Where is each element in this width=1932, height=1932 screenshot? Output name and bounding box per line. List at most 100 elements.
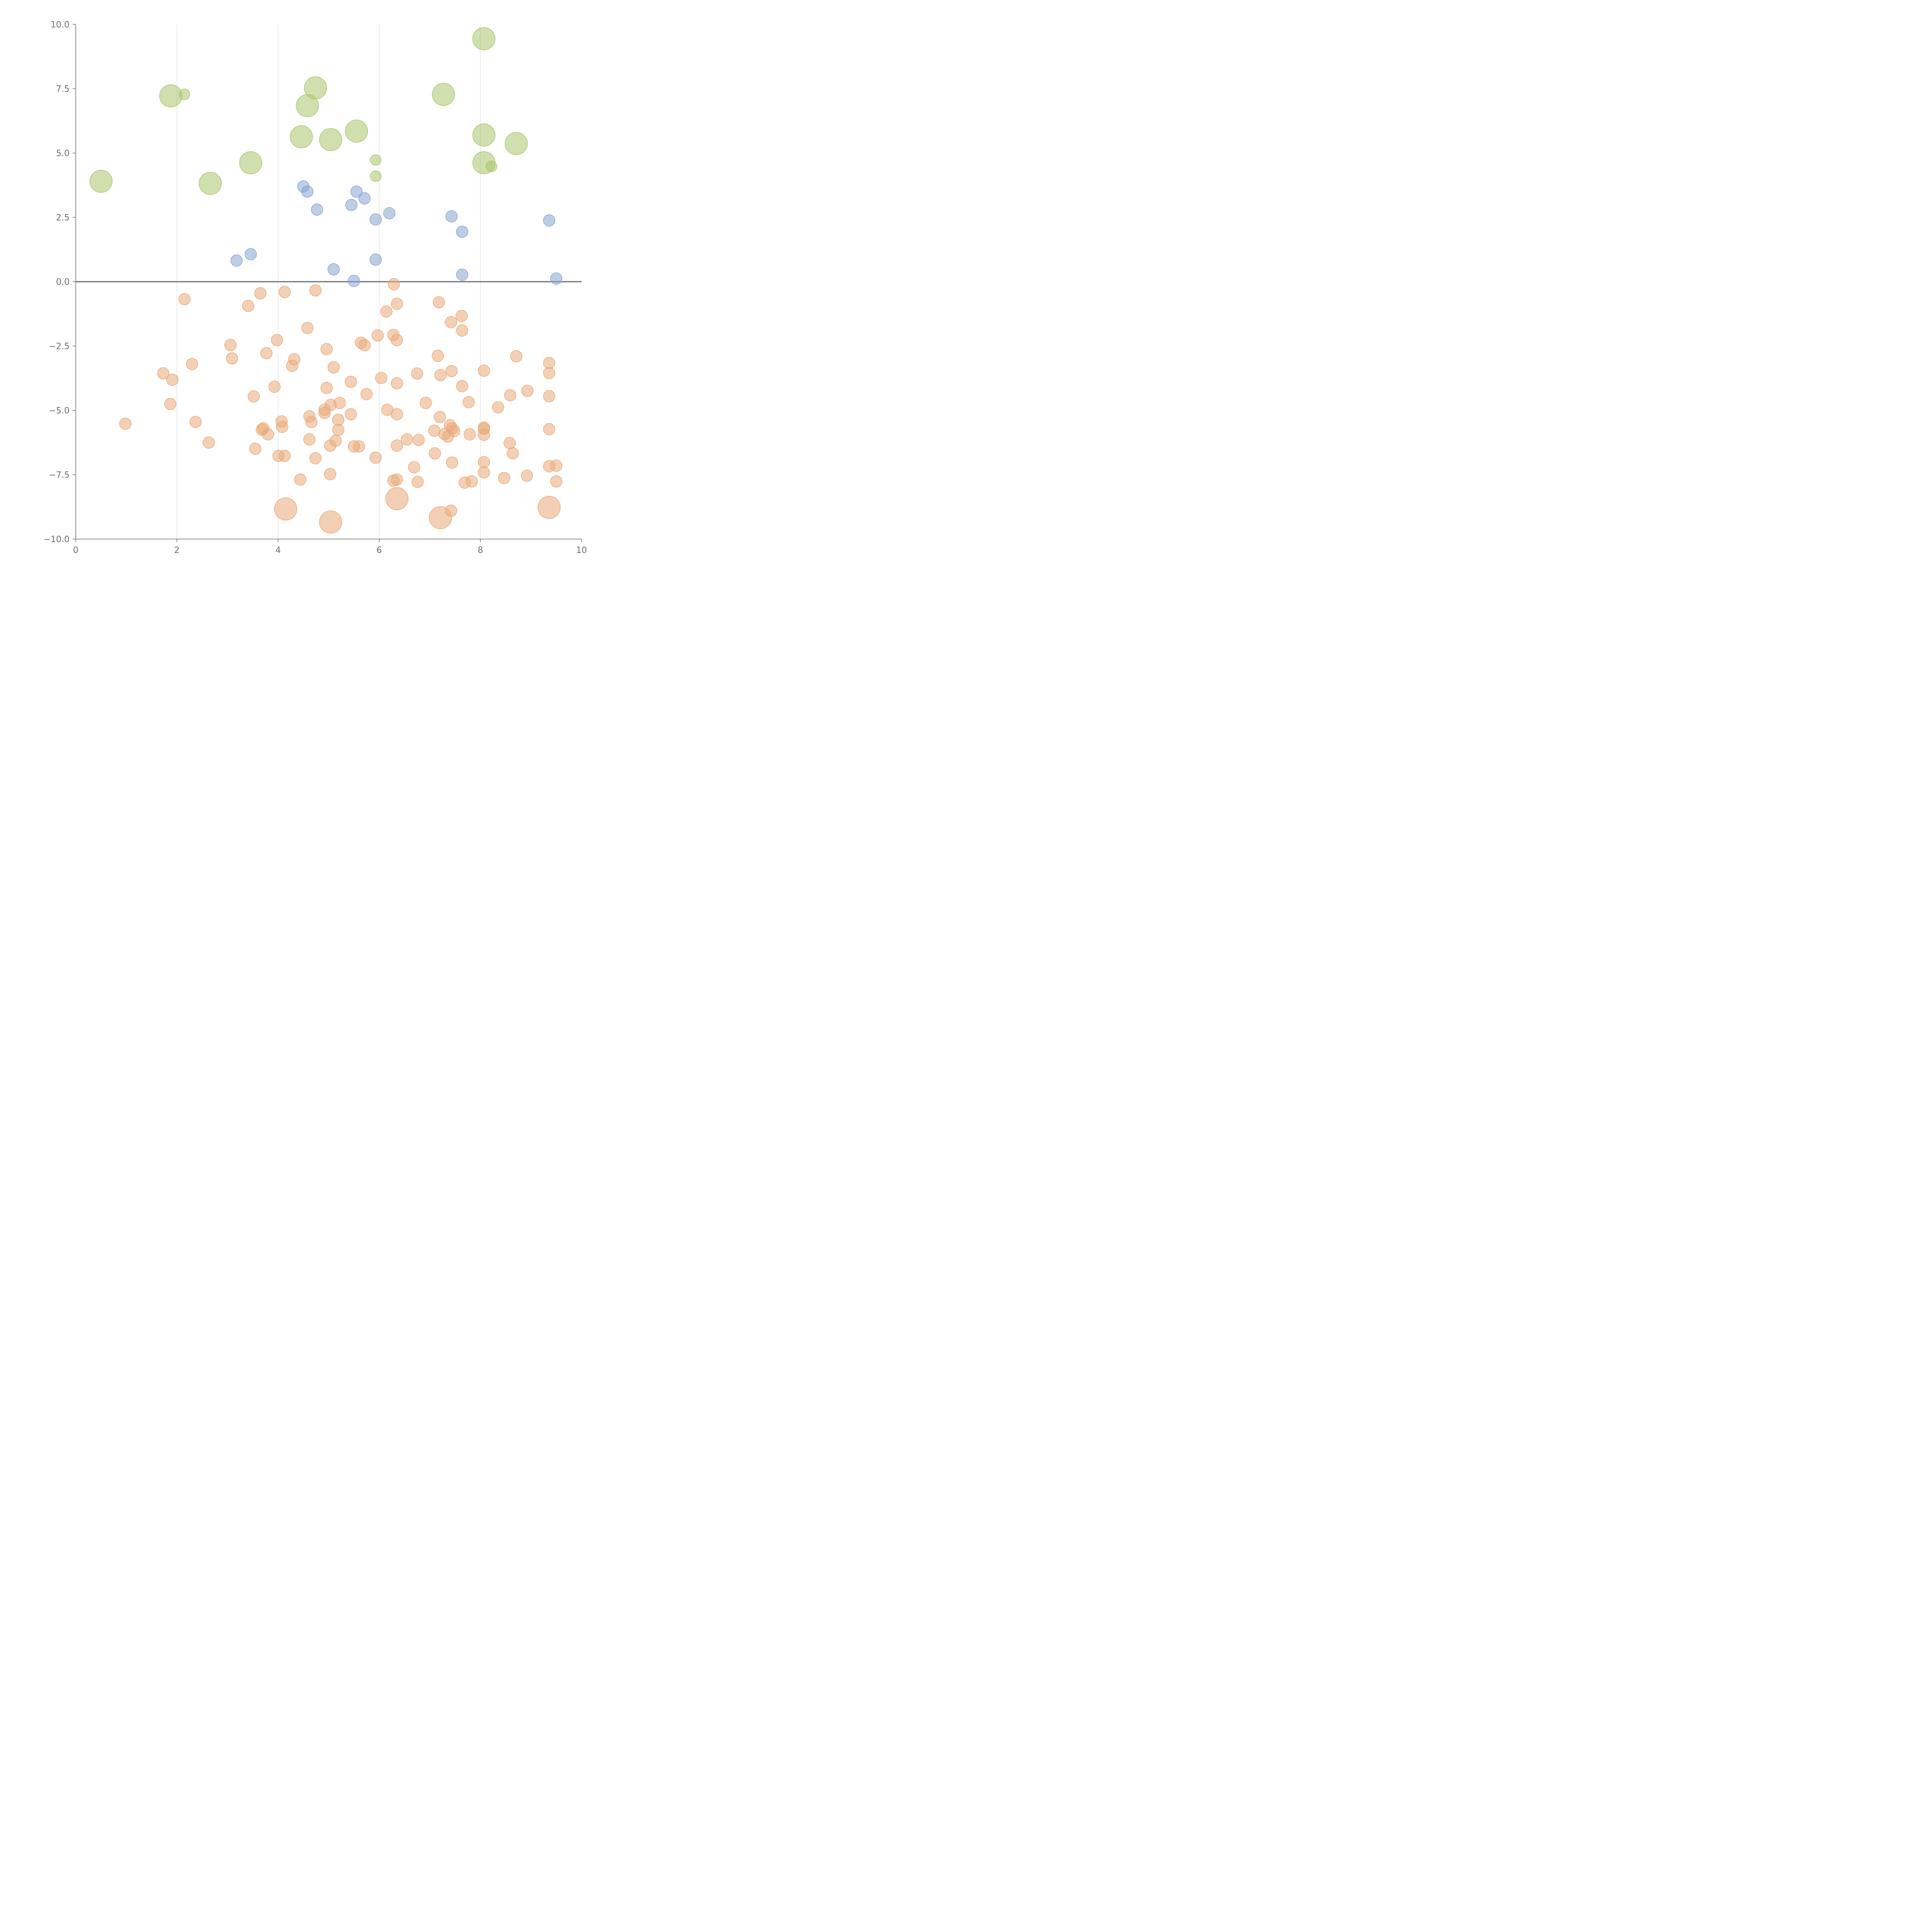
data-point (445, 365, 458, 377)
data-point (503, 437, 516, 449)
data-point (358, 339, 371, 352)
data-point (429, 447, 441, 459)
data-point (498, 472, 510, 484)
data-point (271, 334, 283, 346)
data-point (242, 299, 255, 312)
data-point (119, 417, 132, 430)
data-point (412, 434, 425, 446)
data-point (521, 384, 534, 397)
data-point (408, 461, 420, 473)
data-point (370, 154, 381, 166)
data-point (199, 172, 222, 195)
x-tick-label: 6 (376, 546, 382, 555)
data-point (348, 275, 360, 287)
x-tick-label: 2 (174, 546, 180, 555)
data-point (304, 76, 327, 100)
x-tick-label: 10 (576, 546, 587, 555)
data-point (472, 27, 496, 51)
data-point (391, 298, 403, 310)
data-point (445, 210, 458, 223)
data-point (550, 475, 563, 488)
data-point (301, 185, 314, 198)
data-point (301, 322, 314, 334)
data-point (543, 367, 555, 379)
data-point (383, 207, 396, 219)
data-point (345, 119, 368, 143)
data-point (345, 199, 358, 211)
data-point (520, 469, 533, 482)
data-point (164, 398, 177, 410)
data-point (385, 487, 408, 510)
data-point (380, 305, 393, 318)
y-tick-label: −2.5 (49, 342, 70, 352)
data-point (245, 248, 257, 260)
data-point (320, 382, 333, 394)
data-point (159, 84, 182, 107)
data-point (226, 352, 238, 365)
data-point (550, 459, 563, 472)
data-point (434, 369, 447, 381)
data-point (311, 203, 323, 216)
data-point (445, 316, 457, 328)
x-axis-ticks: 0 2 4 6 8 10 (73, 539, 587, 555)
data-point (309, 452, 322, 464)
data-point (324, 468, 337, 480)
data-point (388, 278, 400, 291)
data-point (345, 376, 357, 388)
y-tick-label: −7.5 (49, 471, 70, 480)
y-tick-label: 10.0 (51, 20, 70, 30)
data-point (189, 416, 202, 428)
data-point (371, 329, 384, 342)
data-point (290, 125, 313, 148)
data-point (456, 269, 468, 281)
data-point (327, 263, 340, 276)
y-tick-label: 2.5 (56, 213, 70, 223)
data-point (507, 447, 519, 459)
y-tick-label: −10.0 (44, 535, 70, 544)
data-point (456, 310, 468, 322)
y-tick-label: 5.0 (56, 149, 70, 158)
x-tick-label: 8 (478, 546, 483, 555)
data-point (537, 496, 561, 519)
data-point (179, 88, 190, 100)
data-point (89, 170, 113, 193)
data-point (345, 408, 357, 420)
data-point (478, 466, 490, 479)
data-point (478, 456, 490, 468)
data-point (358, 192, 371, 204)
x-tick-label: 4 (276, 546, 281, 555)
data-point (320, 343, 333, 355)
data-point (370, 170, 381, 182)
data-point (543, 390, 555, 403)
data-point (369, 253, 382, 266)
data-point (248, 390, 260, 403)
data-point (543, 214, 555, 227)
data-point (327, 361, 340, 374)
data-point (278, 450, 291, 462)
data-point (448, 425, 460, 437)
x-tick-label: 0 (73, 546, 78, 555)
data-point (254, 287, 267, 299)
data-point (434, 411, 446, 423)
data-point (505, 132, 528, 155)
data-point (353, 440, 365, 452)
data-point (330, 434, 342, 447)
y-tick-label: 0.0 (56, 277, 70, 287)
data-point (333, 396, 346, 409)
data-point (278, 286, 291, 298)
data-point (332, 423, 345, 436)
data-point (224, 339, 237, 351)
data-point (268, 380, 281, 393)
data-point (456, 324, 468, 337)
data-point (550, 272, 563, 285)
data-point (186, 358, 198, 370)
data-point (412, 476, 424, 488)
data-point (432, 83, 455, 106)
data-point (319, 128, 342, 151)
data-point (274, 497, 297, 520)
data-point (420, 396, 432, 409)
data-point (262, 428, 274, 440)
y-tick-label: 7.5 (56, 85, 70, 94)
data-point (510, 350, 522, 362)
data-point (463, 396, 475, 408)
